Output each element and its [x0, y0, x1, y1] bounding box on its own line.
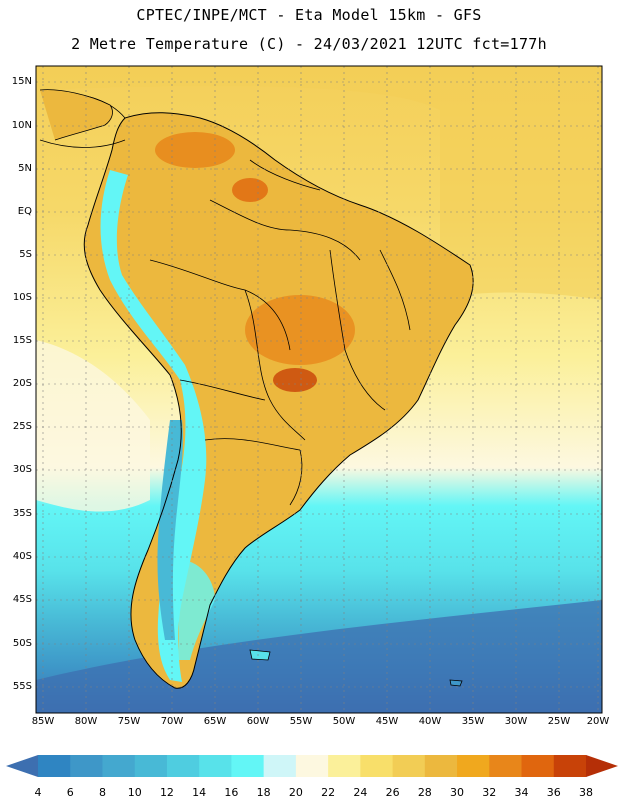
colorbar-tick-label: 24	[353, 786, 368, 799]
lat-label-15n: 15N	[11, 76, 32, 87]
lon-label-55w: 55W	[289, 716, 313, 727]
graticule	[36, 66, 602, 713]
lat-label-15s: 15S	[12, 335, 32, 346]
colorbar-segment	[38, 755, 71, 777]
colorbar-tick-label: 38	[579, 786, 593, 799]
lat-label-5n: 5N	[18, 163, 32, 174]
lon-label-45w: 45W	[375, 716, 399, 727]
colorbar-segment	[424, 755, 458, 777]
colorbar-tick-label: 8	[98, 786, 106, 799]
colorbar-segment	[457, 755, 490, 777]
lon-label-65w: 65W	[203, 716, 227, 727]
lat-label-55s: 55S	[12, 681, 32, 692]
lon-label-85w: 85W	[31, 716, 55, 727]
lon-label-25w: 25W	[547, 716, 571, 727]
colorbar-segment	[328, 755, 361, 777]
colorbar-segment	[166, 755, 200, 777]
lat-label-45s: 45S	[12, 594, 32, 605]
lat-label-10s: 10S	[12, 292, 32, 303]
colorbar-tick-label: 22	[321, 786, 336, 799]
lon-label-80w: 80W	[74, 716, 98, 727]
colorbar-segment	[102, 755, 136, 777]
lon-label-70w: 70W	[160, 716, 184, 727]
lat-label-25s: 25S	[12, 421, 32, 432]
colorbar-segment	[70, 755, 103, 777]
colorbar-tick-label: 28	[417, 786, 432, 799]
lat-label-50s: 50S	[12, 638, 32, 649]
map-title: CPTEC/INPE/MCT - Eta Model 15km - GFS	[136, 6, 482, 24]
lon-label-50w: 50W	[332, 716, 356, 727]
colorbar-arrow-low	[6, 755, 38, 777]
colorbar-segment	[553, 755, 587, 777]
colorbar-segment	[295, 755, 329, 777]
lat-label-35s: 35S	[12, 508, 32, 519]
colorbar-tick-label: 20	[288, 786, 303, 799]
colorbar-segment	[521, 755, 555, 777]
lon-label-20w: 20W	[586, 716, 610, 727]
colorbar-segment	[360, 755, 394, 777]
colorbar-segment	[489, 755, 523, 777]
colorbar-tick-label: 14	[192, 786, 207, 799]
colorbar-tick-label: 12	[159, 786, 174, 799]
colorbar-segment	[199, 755, 232, 777]
lon-label-35w: 35W	[461, 716, 485, 727]
colorbar-segment	[392, 755, 426, 777]
map-frame	[35, 65, 603, 714]
colorbar-segment	[263, 755, 297, 777]
lat-label-eq: EQ	[17, 206, 32, 217]
colorbar-arrow-high	[586, 755, 618, 777]
colorbar-tick-label: 6	[66, 786, 74, 799]
colorbar-tick-label: 4	[34, 786, 42, 799]
colorbar-tick-label: 26	[385, 786, 400, 799]
lat-label-30s: 30S	[12, 464, 32, 475]
lat-label-40s: 40S	[12, 551, 32, 562]
colorbar-tick-label: 10	[127, 786, 142, 799]
colorbar-tick-label: 36	[546, 786, 561, 799]
colorbar	[6, 755, 618, 777]
colorbar-segment	[231, 755, 265, 777]
colorbar-tick-label: 30	[450, 786, 465, 799]
lon-label-60w: 60W	[246, 716, 270, 727]
lon-label-30w: 30W	[504, 716, 528, 727]
colorbar-tick-label: 18	[256, 786, 271, 799]
lat-label-20s: 20S	[12, 378, 32, 389]
lon-label-75w: 75W	[117, 716, 141, 727]
colorbar-tick-label: 32	[482, 786, 497, 799]
colorbar-tick-label: 16	[224, 786, 239, 799]
colorbar-tick-label: 34	[514, 786, 529, 799]
lat-label-10n: 10N	[11, 120, 32, 131]
lat-label-5s: 5S	[19, 249, 32, 260]
country-borders	[39, 93, 411, 506]
map-subtitle: 2 Metre Temperature (C) - 24/03/2021 12U…	[71, 35, 547, 53]
lon-label-40w: 40W	[418, 716, 442, 727]
colorbar-segment	[134, 755, 168, 777]
